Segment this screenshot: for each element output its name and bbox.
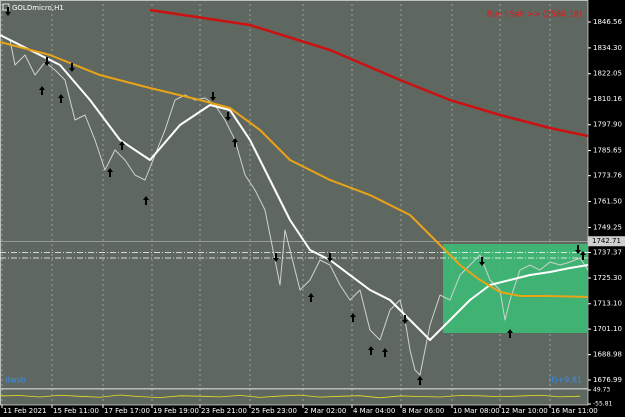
series-line <box>0 41 589 299</box>
x-tick-label: 23 Feb 21:00 <box>201 407 247 415</box>
x-tick-label: 16 Mar 11:00 <box>551 407 598 415</box>
sub-tick-label: -55.81 <box>593 401 613 408</box>
x-tick-label: 12 Mar 10:00 <box>501 407 548 415</box>
y-tick-label: 1834.30 <box>593 44 622 52</box>
x-tick-label: 11 Feb 2021 <box>3 407 47 415</box>
plot-frame <box>0 0 589 389</box>
y-tick-label: 1810.16 <box>593 95 622 103</box>
buy-arrow <box>58 94 64 104</box>
sell-arrow <box>575 245 581 255</box>
x-tick-label: 10 Mar 08:00 <box>453 407 500 415</box>
buy-arrow <box>382 348 388 358</box>
x-tick-label: 15 Feb 11:00 <box>53 407 99 415</box>
sub-plot-area <box>0 389 588 405</box>
annotation: Buy | Sell >> (2580.18) <box>487 10 582 19</box>
price-box <box>588 236 625 247</box>
buy-arrow <box>368 346 374 356</box>
x-tick-label: 19 Feb 19:00 <box>153 407 199 415</box>
sell-arrow <box>210 92 216 102</box>
x-tick-label: 2 Mar 02:00 <box>304 407 346 415</box>
footer-right: (f)+9.81 <box>548 376 582 385</box>
y-tick-label: 1761.50 <box>593 198 622 206</box>
buy-arrow <box>308 293 314 303</box>
sell-arrow <box>44 57 50 67</box>
buy-arrow <box>232 137 238 147</box>
sell-arrow <box>479 257 485 267</box>
y-tick-label: 1713.10 <box>593 300 622 308</box>
buy-arrow <box>507 329 513 339</box>
x-tick-label: 17 Feb 17:00 <box>104 407 150 415</box>
indicator-line <box>0 394 581 399</box>
sub-frame <box>0 388 589 406</box>
window-icon <box>2 3 10 11</box>
footer-left: dwsb <box>5 376 26 385</box>
sell-arrow <box>5 7 11 17</box>
sell-arrow <box>225 112 231 122</box>
sell-arrow <box>327 253 333 263</box>
sell-arrow <box>273 253 279 263</box>
y-tick-label: 1688.98 <box>593 351 622 359</box>
sub-tick-label: 49.73 <box>593 387 610 394</box>
y-tick-label: 1773.76 <box>593 172 622 180</box>
y-tick-label: 1725.30 <box>593 274 622 282</box>
buy-arrow <box>107 167 113 177</box>
x-tick-label: 25 Feb 23:00 <box>251 407 297 415</box>
sell-arrow <box>402 315 408 325</box>
series-line <box>149 8 589 138</box>
x-tick-label: 8 Mar 06:00 <box>402 407 444 415</box>
sell-arrow <box>69 63 75 73</box>
x-tick-label: 4 Mar 04:00 <box>353 407 395 415</box>
y-tick-label: 1701.10 <box>593 325 622 333</box>
y-tick-label: 1797.90 <box>593 121 622 129</box>
buy-arrow <box>580 251 586 261</box>
buy-arrow <box>350 313 356 323</box>
buy-arrow <box>39 86 45 96</box>
y-tick-label: 1785.65 <box>593 147 622 155</box>
price-label: 1742.71 <box>592 237 621 245</box>
y-tick-label: 1737.37 <box>593 249 622 257</box>
buy-arrow <box>417 375 423 385</box>
buy-arrow <box>119 140 125 150</box>
signal-zone <box>443 244 588 334</box>
y-tick-label: 1676.99 <box>593 376 622 384</box>
y-tick-label: 1749.25 <box>593 223 622 231</box>
buy-arrow <box>143 196 149 206</box>
y-tick-label: 1822.05 <box>593 70 622 78</box>
chart-title: GOLDmicro,H1 <box>12 4 64 12</box>
y-tick-label: 1846.56 <box>593 18 622 26</box>
